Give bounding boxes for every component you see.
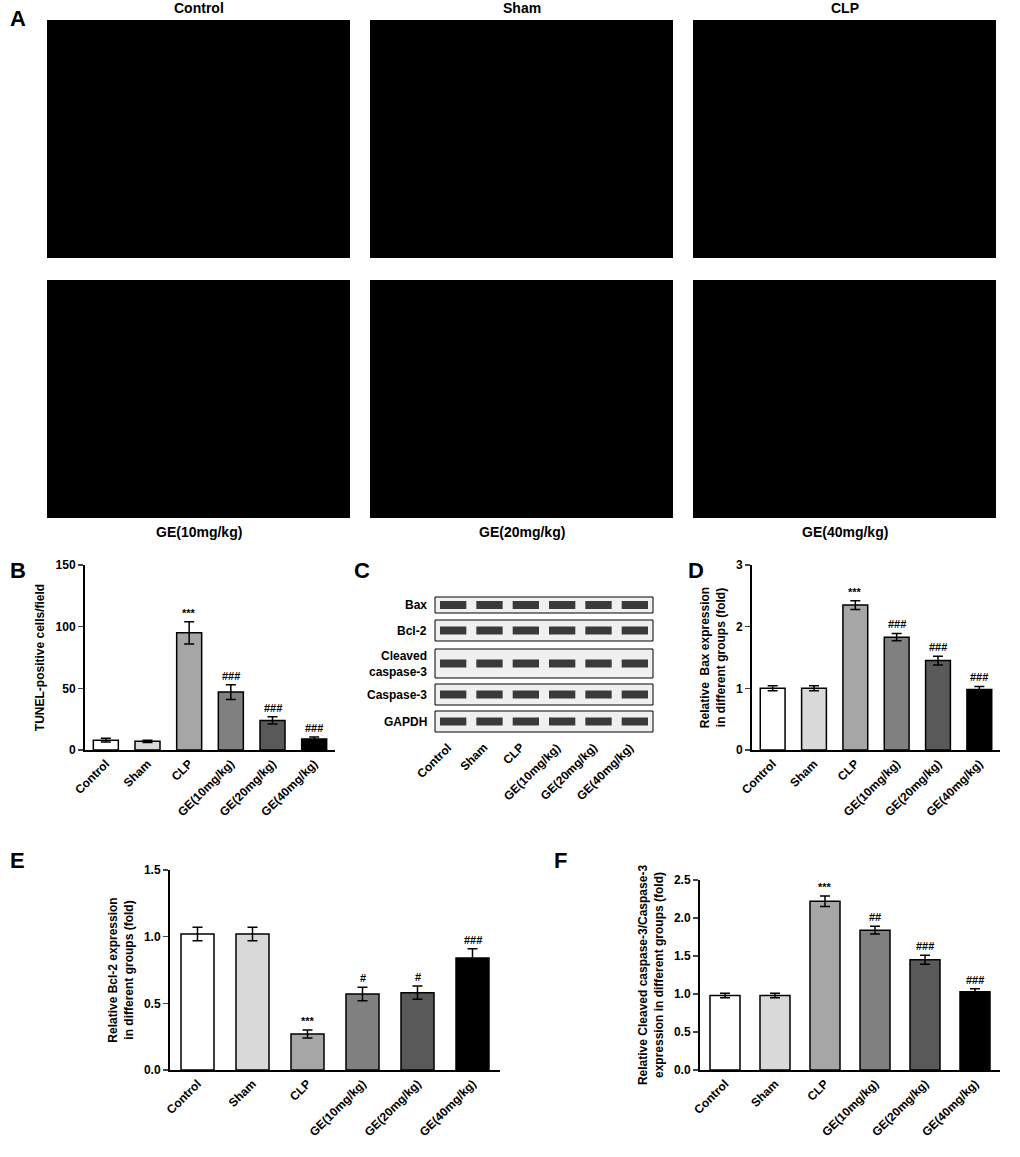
svg-text:GE(40mg/kg): GE(40mg/kg) [923, 757, 985, 819]
svg-text:Relative Bax expressionin dif: Relative Bax expressionin different grou… [698, 587, 728, 728]
svg-text:0.0: 0.0 [144, 1063, 161, 1077]
svg-text:1.0: 1.0 [144, 930, 161, 944]
svg-text:Caspase-3: Caspase-3 [367, 688, 427, 702]
svg-text:###: ### [888, 618, 906, 630]
svg-text:0: 0 [69, 743, 76, 757]
svg-text:150: 150 [56, 558, 76, 572]
svg-text:GE(10mg/kg): GE(10mg/kg) [841, 757, 903, 819]
svg-text:2.5: 2.5 [674, 873, 691, 887]
svg-text:Sham: Sham [226, 1077, 259, 1110]
svg-text:CLP: CLP [831, 0, 859, 16]
svg-text:Cleavedcaspase-3: Cleavedcaspase-3 [369, 649, 427, 679]
svg-text:Sham: Sham [748, 1077, 781, 1110]
svg-text:Control: Control [691, 1077, 731, 1117]
svg-text:B: B [10, 558, 26, 583]
svg-text:0.0: 0.0 [674, 1063, 691, 1077]
svg-text:Control: Control [164, 1077, 204, 1117]
svg-text:Control: Control [739, 757, 779, 797]
svg-text:2.0: 2.0 [674, 911, 691, 925]
svg-text:Sham: Sham [787, 757, 820, 790]
svg-text:GE(20mg/kg): GE(20mg/kg) [362, 1077, 424, 1139]
svg-text:Control: Control [72, 757, 112, 797]
svg-text:***: *** [848, 586, 862, 598]
svg-text:CLP: CLP [500, 740, 527, 767]
svg-text:1.0: 1.0 [674, 987, 691, 1001]
svg-text:GE(10mg/kg): GE(10mg/kg) [307, 1077, 369, 1139]
svg-text:E: E [10, 848, 25, 873]
svg-text:###: ### [264, 702, 282, 714]
svg-text:GE(20mg/kg): GE(20mg/kg) [217, 757, 279, 819]
svg-text:50: 50 [62, 682, 76, 696]
svg-text:Bcl-2: Bcl-2 [397, 624, 427, 638]
svg-text:###: ### [222, 670, 240, 682]
svg-text:2: 2 [736, 620, 743, 634]
svg-text:GE(20mg/kg): GE(20mg/kg) [869, 1077, 931, 1139]
svg-text:GE(20mg/kg): GE(20mg/kg) [479, 524, 565, 540]
svg-text:0.5: 0.5 [144, 997, 161, 1011]
svg-text:##: ## [869, 911, 881, 923]
svg-text:CLP: CLP [804, 1077, 831, 1104]
svg-text:C: C [354, 558, 370, 583]
svg-text:GAPDH: GAPDH [384, 715, 427, 729]
svg-text:A: A [10, 6, 26, 31]
svg-text:GE(40mg/kg): GE(40mg/kg) [417, 1077, 479, 1139]
svg-text:###: ### [916, 940, 934, 952]
svg-text:###: ### [966, 974, 984, 986]
svg-text:Sham: Sham [121, 757, 154, 790]
svg-text:CLP: CLP [835, 757, 862, 784]
svg-text:3: 3 [736, 558, 743, 572]
svg-text:0: 0 [736, 743, 743, 757]
svg-text:GE(40mg/kg): GE(40mg/kg) [258, 757, 320, 819]
svg-text:***: *** [818, 881, 832, 893]
svg-text:###: ### [970, 671, 988, 683]
svg-text:1.5: 1.5 [144, 863, 161, 877]
svg-text:GE(20mg/kg): GE(20mg/kg) [538, 741, 600, 803]
svg-text:GE(10mg/kg): GE(10mg/kg) [156, 524, 242, 540]
svg-text:1.5: 1.5 [674, 949, 691, 963]
svg-text:GE(40mg/kg): GE(40mg/kg) [802, 524, 888, 540]
svg-text:***: *** [182, 607, 196, 619]
svg-text:100: 100 [56, 620, 76, 634]
svg-text:Control: Control [414, 741, 454, 781]
svg-text:Control: Control [174, 0, 224, 16]
svg-text:Relative Cleaved caspase-3/Cas: Relative Cleaved caspase-3/Caspase-3expr… [636, 865, 666, 1085]
svg-text:###: ### [929, 641, 947, 653]
svg-text:GE(10mg/kg): GE(10mg/kg) [501, 741, 563, 803]
svg-text:GE(40mg/kg): GE(40mg/kg) [574, 741, 636, 803]
svg-text:***: *** [301, 1015, 315, 1027]
svg-text:GE(40mg/kg): GE(40mg/kg) [919, 1077, 981, 1139]
svg-text:Bax: Bax [405, 598, 427, 612]
svg-text:###: ### [305, 722, 323, 734]
svg-text:###: ### [464, 934, 482, 946]
svg-text:#: # [360, 972, 366, 984]
svg-text:Relative Bcl-2 expressionin di: Relative Bcl-2 expressionin different gr… [106, 897, 136, 1042]
svg-text:#: # [415, 971, 421, 983]
svg-text:TUNEL-positive cells/field: TUNEL-positive cells/field [33, 584, 47, 731]
svg-text:F: F [554, 848, 567, 873]
svg-text:GE(10mg/kg): GE(10mg/kg) [819, 1077, 881, 1139]
svg-text:Sham: Sham [503, 0, 541, 16]
svg-text:0.5: 0.5 [674, 1025, 691, 1039]
svg-text:Sham: Sham [457, 740, 490, 773]
svg-text:GE(20mg/kg): GE(20mg/kg) [882, 757, 944, 819]
svg-text:1: 1 [736, 682, 743, 696]
svg-text:D: D [688, 558, 704, 583]
svg-text:CLP: CLP [287, 1077, 314, 1104]
svg-text:CLP: CLP [169, 757, 196, 784]
svg-text:GE(10mg/kg): GE(10mg/kg) [175, 757, 237, 819]
